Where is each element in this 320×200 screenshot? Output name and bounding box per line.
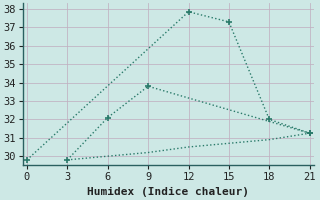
X-axis label: Humidex (Indice chaleur): Humidex (Indice chaleur) bbox=[87, 186, 249, 197]
